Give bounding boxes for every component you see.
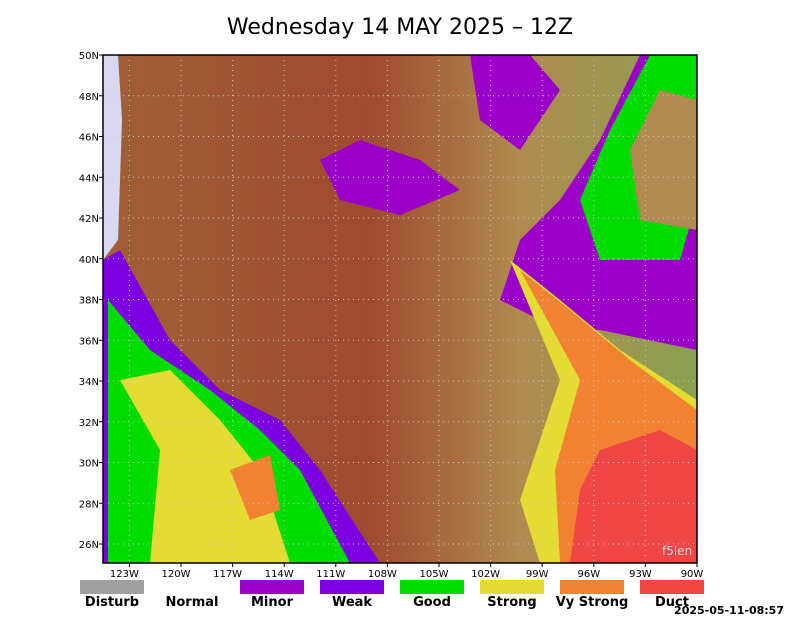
lat-label: 50N <box>79 51 99 62</box>
lon-label: 111W <box>316 569 345 580</box>
legend-label: Disturb <box>85 595 139 610</box>
land-east <box>630 90 697 230</box>
lon-label: 99W <box>526 569 549 580</box>
lon-label: 120W <box>162 569 191 580</box>
minor-blob <box>320 140 460 215</box>
lat-label: 42N <box>79 214 99 225</box>
lat-label: 38N <box>79 296 99 307</box>
lon-label: 93W <box>629 569 652 580</box>
lon-label: 123W <box>110 569 139 580</box>
timestamp: 2025-05-11-08:57 <box>674 604 784 617</box>
legend-swatch <box>80 580 144 594</box>
legend-swatch <box>400 580 464 594</box>
legend-swatch <box>320 580 384 594</box>
lon-label: 108W <box>368 569 397 580</box>
lat-label: 32N <box>79 418 99 429</box>
legend-label: Strong <box>487 595 536 610</box>
lon-label: 90W <box>681 569 704 580</box>
minor-north <box>470 55 560 150</box>
lat-label: 28N <box>79 499 99 510</box>
legend-label: Vy Strong <box>556 595 629 610</box>
legend-swatch <box>560 580 624 594</box>
lat-label: 26N <box>79 540 99 551</box>
vystrong-zone <box>230 455 280 520</box>
lat-label: 44N <box>79 173 99 184</box>
map: f5len <box>102 54 698 564</box>
legend-label: Normal <box>166 595 219 610</box>
map-frame <box>102 54 698 564</box>
legend-label: Weak <box>332 595 372 610</box>
legend-swatch <box>640 580 704 594</box>
legend-swatch <box>480 580 544 594</box>
lat-label: 40N <box>79 255 99 266</box>
legend-label: Minor <box>251 595 294 610</box>
legend-swatch <box>240 580 304 594</box>
ocean <box>103 55 122 260</box>
lon-label: 102W <box>471 569 500 580</box>
lon-label: 114W <box>265 569 294 580</box>
lat-label: 48N <box>79 92 99 103</box>
legend-label: Good <box>413 595 451 610</box>
lon-label: 105W <box>420 569 449 580</box>
legend-swatch <box>160 580 224 594</box>
lon-label: 117W <box>213 569 242 580</box>
lon-label: 96W <box>577 569 600 580</box>
axes: 50N 48N 46N 44N 42N 40N 38N 36N 34N 32N 30N 28N 26N 1… <box>79 51 704 580</box>
legend-label: Duct <box>655 595 689 610</box>
lat-label: 46N <box>79 133 99 144</box>
lat-label: 36N <box>79 336 99 347</box>
title: Wednesday 14 MAY 2025 – 12Z <box>227 15 573 40</box>
lat-label: 30N <box>79 459 99 470</box>
watermark: f5len <box>662 544 692 558</box>
legend: Disturb Normal Minor Weak Good Strong Vy Stron… <box>80 580 704 610</box>
lat-label: 34N <box>79 377 99 388</box>
strong-zone <box>120 370 290 563</box>
duct-zone <box>570 430 697 563</box>
